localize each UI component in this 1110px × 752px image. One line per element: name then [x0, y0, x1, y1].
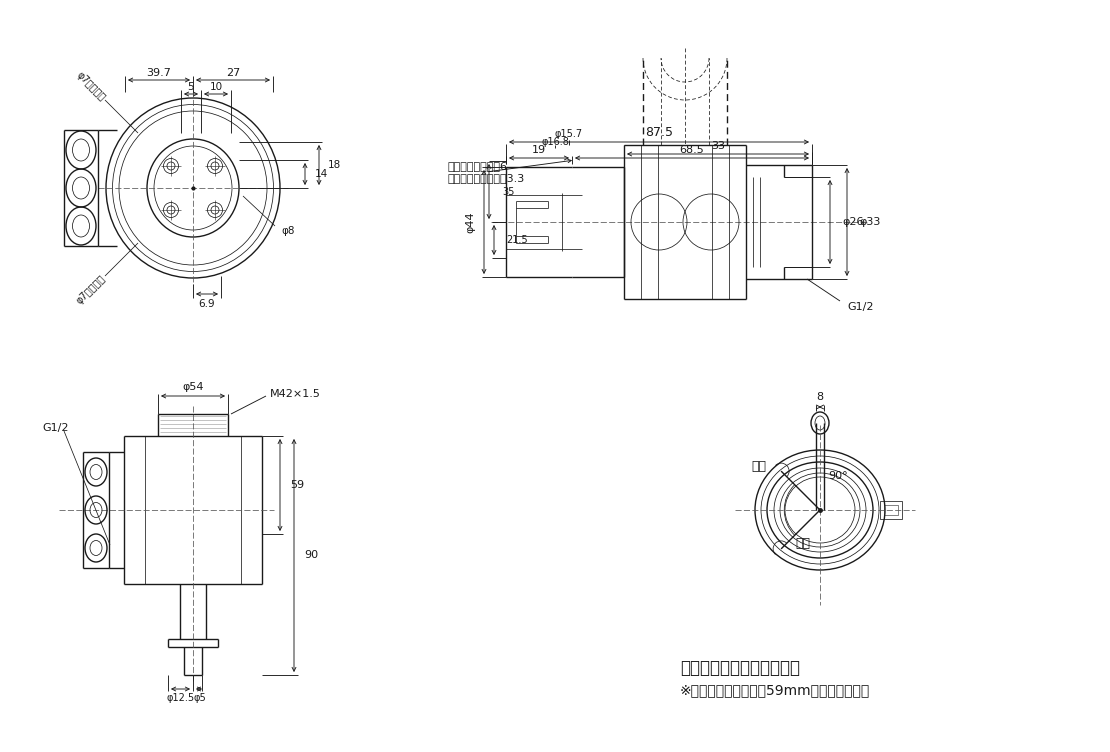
Text: 27: 27 — [225, 68, 240, 78]
Text: φ54: φ54 — [182, 382, 204, 392]
Text: 洗濒機用ストローク3.3: 洗濒機用ストローク3.3 — [448, 173, 525, 183]
Text: φ12.5: φ12.5 — [166, 693, 194, 703]
Text: 食洗用ストローク6: 食洗用ストローク6 — [448, 161, 508, 171]
Text: 14: 14 — [315, 169, 329, 179]
Text: φ16.8: φ16.8 — [541, 137, 569, 147]
Text: φ15.7: φ15.7 — [555, 129, 583, 139]
Text: 閉栓: 閉栓 — [751, 459, 767, 472]
Text: φ44: φ44 — [465, 211, 475, 233]
Text: 68.5: 68.5 — [679, 145, 705, 155]
Text: G1/2: G1/2 — [42, 423, 69, 433]
Text: 87.5: 87.5 — [645, 126, 673, 138]
Text: φ33: φ33 — [859, 217, 880, 227]
Text: 33: 33 — [712, 141, 725, 151]
Text: 18: 18 — [327, 160, 341, 170]
Text: 90: 90 — [304, 550, 319, 560]
Text: φ26: φ26 — [842, 217, 864, 227]
Text: φ8: φ8 — [281, 226, 294, 236]
Text: 90°: 90° — [828, 472, 848, 481]
Text: 19: 19 — [532, 145, 546, 155]
Text: φ7（水側）: φ7（水側） — [74, 274, 108, 306]
Text: φ7（湯側）: φ7（湯側） — [74, 70, 108, 102]
Text: 6.9: 6.9 — [199, 299, 215, 309]
Text: φ5: φ5 — [193, 693, 205, 703]
Text: 開栓: 開栓 — [796, 538, 810, 550]
Text: 21.5: 21.5 — [506, 235, 527, 245]
Bar — [880, 501, 902, 519]
Text: M42×1.5: M42×1.5 — [270, 389, 321, 399]
Text: 35: 35 — [502, 187, 514, 197]
Bar — [884, 505, 898, 515]
Text: 外形寸法図ＣＢ－ＳＸＬ８: 外形寸法図ＣＢ－ＳＸＬ８ — [680, 659, 800, 677]
Text: 59: 59 — [290, 480, 304, 490]
Text: 8: 8 — [817, 392, 824, 402]
Text: 5: 5 — [188, 82, 194, 92]
Text: ※取付け後は水栓が絀59mm高くなります。: ※取付け後は水栓が絀59mm高くなります。 — [680, 683, 870, 697]
Text: G1/2: G1/2 — [847, 302, 874, 312]
Text: 10: 10 — [210, 82, 223, 92]
Text: 39.7: 39.7 — [147, 68, 171, 78]
